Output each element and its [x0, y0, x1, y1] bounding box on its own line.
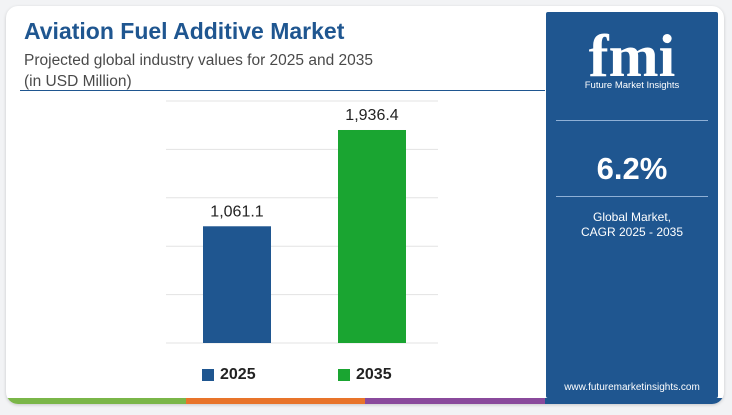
legend-item-2025: 2025 — [202, 366, 256, 384]
subtitle-line-1: Projected global industry values for 202… — [24, 52, 373, 69]
stripe-segment-orange — [185, 398, 365, 404]
bar-chart: 1,061.1 1,936.4 — [166, 100, 438, 344]
chart-subtitle: Projected global industry values for 202… — [24, 50, 373, 92]
chart-title: Aviation Fuel Additive Market — [24, 18, 345, 44]
chart-value-labels: 1,061.1 1,936.4 — [210, 107, 398, 220]
bar-2035 — [338, 129, 406, 343]
stripe-segment-purple — [365, 398, 545, 404]
title-divider — [20, 90, 545, 91]
stripe-segment-blue — [544, 398, 724, 404]
legend-label-2035: 2035 — [356, 366, 392, 383]
sidebar-panel: fmi Future Market Insights 6.2% Global M… — [546, 12, 718, 398]
cagr-label-line-2: CAGR 2025 - 2035 — [580, 225, 684, 239]
legend-swatch-2025 — [202, 369, 214, 381]
logo-company-name: Future Market Insights — [584, 80, 680, 91]
bar-2025 — [203, 226, 271, 343]
cagr-label-line-1: Global Market, — [592, 210, 672, 224]
sidebar-divider-top — [556, 120, 708, 121]
subtitle-line-2: (in USD Million) — [24, 73, 132, 90]
website-link[interactable]: www.futuremarketinsights.com — [564, 382, 700, 393]
infographic-card: Aviation Fuel Additive Market Projected … — [6, 6, 724, 404]
fmi-logo: fmi — [568, 23, 696, 100]
chart-legend: 2025 2035 — [6, 366, 546, 390]
legend-swatch-2035 — [338, 369, 350, 381]
cagr-value: 6.2% — [596, 151, 668, 186]
bar-value-label-2035: 1,936.4 — [345, 107, 398, 124]
logo-letters: fmi — [589, 24, 676, 86]
chart-bars — [203, 129, 406, 343]
sidebar-divider-middle — [556, 196, 708, 197]
legend-label-2025: 2025 — [220, 366, 256, 383]
bottom-color-stripe — [6, 398, 724, 404]
stripe-segment-green — [6, 398, 186, 404]
cagr-label: Global Market, CAGR 2025 - 2035 — [546, 210, 718, 240]
fmi-logo-mark-icon: fmi — [589, 23, 676, 89]
legend-item-2035: 2035 — [338, 366, 392, 384]
bar-value-label-2025: 1,061.1 — [210, 203, 263, 220]
